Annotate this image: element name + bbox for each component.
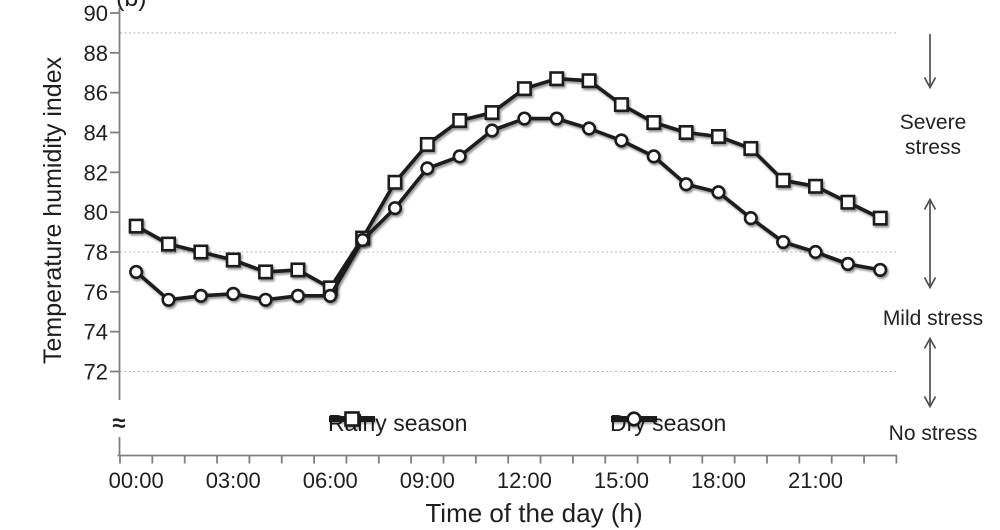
square-marker-17:00 [678,125,694,141]
circle-marker-03:00 [226,286,241,301]
circle-marker-22:00 [840,256,855,272]
y-tick-label-88: 88 [84,41,108,66]
y-tick-label-82: 82 [84,160,108,185]
circle-marker-12:00 [517,111,532,126]
severe-stress-down-arrow [923,34,937,90]
x-tick-label-15:00: 15:00 [594,468,649,493]
series-square [128,71,888,296]
square-marker-19:00 [743,140,759,156]
y-tick-label-74: 74 [84,320,108,345]
y-tick-label-80: 80 [84,200,108,225]
x-axis-title: Time of the day (h) [425,498,643,528]
square-marker-05:00 [290,262,306,278]
y-tick-label-76: 76 [84,280,108,305]
circle-marker-08:00 [387,201,403,216]
square-marker-13:00 [549,71,565,87]
circle-marker-16:00 [646,149,661,164]
x-tick-label-18:00: 18:00 [691,468,746,493]
rainy-season-square-marker-icon [329,411,375,427]
square-marker-09:00 [419,136,435,152]
square-marker-01:00 [161,236,177,252]
x-tick-label-06:00: 06:00 [303,468,358,493]
x-tick-label-00:00: 00:00 [109,468,164,493]
series-circle [129,111,888,307]
dashed-gridlines [120,32,898,373]
square-marker-22:00 [840,194,856,210]
square-marker-02:00 [193,244,209,260]
y-tick-label-84: 84 [84,121,108,146]
x-tick-label-03:00: 03:00 [206,468,261,493]
square-marker-21:00 [808,178,824,194]
square-marker-00:00 [128,218,144,234]
data-series [128,71,888,307]
x-tick-label-21:00: 21:00 [788,468,843,493]
square-marker-15:00 [613,97,629,113]
mild-stress-double-arrow [923,197,937,290]
stress-zone-arrows [923,34,937,409]
circle-marker-01:00 [161,292,176,307]
no-stress-label: No stress [888,422,978,445]
axis-ticks-and-labels: 90 88 86 84 82 80 78 76 74 72 00:00 03:00 06:00 09:00… [84,1,898,493]
circle-marker-05:00 [290,288,306,303]
square-marker-04:00 [258,264,274,280]
y-tick-label-78: 78 [84,240,108,265]
square-marker-20:00 [775,172,791,188]
severe-stress-label: Severe stress [899,111,967,160]
circle-marker-13:00 [549,111,564,126]
x-tick-label-12:00: 12:00 [497,468,552,493]
circle-marker-23:00 [873,262,888,278]
circle-marker-07:00 [355,232,370,248]
circle-marker-06:00 [323,288,338,303]
legend-item-dry-season: Dry season [610,410,726,437]
dry-season-circle-marker-icon [611,411,657,427]
square-marker-12:00 [516,81,532,97]
square-marker-14:00 [581,73,597,89]
square-marker-16:00 [646,115,662,131]
circle-marker-21:00 [808,244,823,260]
y-tick-label-90: 90 [84,1,108,26]
circle-marker-19:00 [743,211,758,226]
legend-item-rainy-season: Rainy season [328,410,467,437]
square-marker-11:00 [484,105,500,121]
mild-stress-label: Mild stress [882,307,984,330]
circle-marker-17:00 [679,177,694,192]
square-marker-10:00 [452,113,468,129]
y-tick-label-86: 86 [84,81,108,106]
circle-marker-02:00 [193,288,208,303]
figure-panel-label: (b) [116,0,147,13]
no-stress-double-arrow [923,336,937,409]
square-marker-03:00 [225,252,241,268]
series-line-circle [134,116,883,302]
circle-marker-11:00 [484,123,500,138]
circle-marker-04:00 [258,292,273,307]
circle-marker-09:00 [420,161,435,176]
x-tick-label-09:00: 09:00 [400,468,455,493]
circle-marker-00:00 [129,264,144,280]
circle-marker-14:00 [581,121,597,136]
circle-marker-20:00 [776,234,791,250]
axes [117,8,897,457]
square-marker-18:00 [710,128,726,144]
y-axis-break-symbol: ≈ [112,410,125,437]
y-tick-label-72: 72 [84,360,108,385]
circle-marker-15:00 [614,133,629,148]
y-axis-title: Temperature humidity index [39,56,67,364]
circle-marker-18:00 [711,185,726,200]
circle-marker-10:00 [452,149,467,164]
square-marker-08:00 [387,174,403,190]
square-marker-23:00 [872,210,888,226]
series-line-square [134,76,883,290]
